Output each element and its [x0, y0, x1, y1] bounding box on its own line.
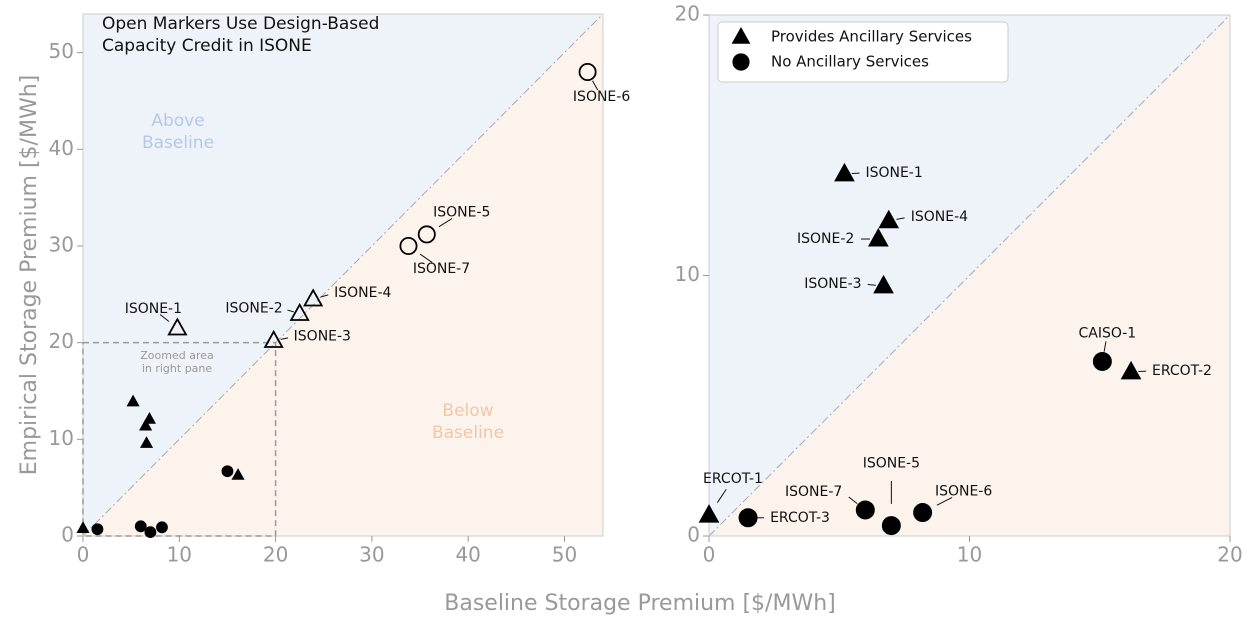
point-label: ERCOT-2: [1152, 363, 1212, 379]
annotation: Capacity Credit in ISONE: [102, 36, 312, 56]
point-label: ISONE-4: [334, 285, 391, 301]
y-tick-label: 0: [687, 523, 700, 547]
x-tick-label: 0: [703, 543, 716, 567]
point-label: ISONE-3: [804, 276, 861, 292]
above-label: Baseline: [142, 133, 214, 153]
triangle-marker: [1120, 360, 1142, 380]
below-label: Baseline: [432, 423, 504, 443]
legend-box: [717, 21, 1009, 83]
leader-line: [419, 253, 433, 263]
leader-line: [716, 488, 727, 503]
point-label: ISONE-4: [911, 209, 968, 225]
circle-marker: [134, 520, 147, 533]
leader-line: [1103, 341, 1107, 352]
y-tick-label: 10: [49, 426, 74, 450]
point-label: ERCOT-3: [770, 510, 830, 526]
y-tick-label: 40: [49, 136, 74, 160]
triangle-marker: [126, 394, 140, 407]
triangle-marker: [834, 162, 855, 182]
circle-marker: [221, 465, 234, 478]
x-tick-label: 10: [167, 543, 192, 567]
x-tick-label: 20: [263, 543, 288, 567]
zoom-box: [82, 341, 277, 537]
triangle-marker: [263, 329, 284, 348]
above-label: Above: [151, 111, 204, 131]
zoom-label: in right pane: [142, 362, 213, 375]
point-label: CAISO-1: [1078, 325, 1136, 341]
x-tick-label: 50: [552, 543, 577, 567]
triangle-marker: [303, 288, 324, 307]
leader-line: [592, 80, 599, 91]
triangle-marker: [167, 317, 188, 336]
circle-marker: [91, 523, 104, 536]
triangle-marker: [76, 521, 90, 533]
triangle-marker: [142, 412, 156, 424]
legend-label: No Ancillary Services: [771, 53, 929, 71]
circle-marker: [732, 53, 750, 71]
leader-line: [287, 309, 294, 313]
leader-line: [896, 217, 905, 220]
y-tick-label: 10: [675, 262, 700, 286]
circle-marker: [1092, 351, 1112, 371]
x-tick-label: 30: [359, 543, 384, 567]
point-label: ISONE-6: [935, 484, 992, 500]
circle-marker: [417, 225, 436, 244]
x-tick-label: 0: [77, 543, 90, 567]
below-label: Below: [442, 401, 493, 421]
y-axis-label: Empirical Storage Premium [$/MWh]: [17, 75, 42, 475]
leader-line: [848, 496, 858, 505]
leader-line: [867, 283, 876, 286]
triangle-marker: [140, 436, 154, 448]
circle-marker: [156, 521, 168, 534]
circle-marker: [578, 63, 597, 82]
point-label: ISONE-2: [225, 301, 282, 317]
y-tick-label: 20: [49, 329, 74, 353]
point-label: ISONE-3: [294, 329, 351, 345]
point-label: ISONE-5: [433, 204, 490, 220]
point-label: ISONE-5: [863, 456, 920, 472]
triangle-marker: [289, 302, 310, 321]
diagonal: [708, 14, 1231, 537]
triangle-marker: [698, 504, 720, 523]
y-tick-label: 50: [49, 39, 74, 63]
triangle-marker: [873, 274, 894, 294]
triangle-marker: [231, 468, 245, 480]
circle-marker: [399, 236, 418, 255]
leader-line: [280, 337, 289, 340]
leader-line: [159, 314, 170, 322]
leader-line: [438, 218, 453, 228]
point-label: ISONE-1: [865, 165, 922, 181]
x-axis-label: Baseline Storage Premium [$/MWh]: [444, 591, 835, 616]
y-tick-label: 20: [675, 2, 700, 26]
leader-line: [936, 496, 953, 506]
point-label: ISONE-7: [785, 484, 842, 500]
x-tick-label: 40: [455, 543, 480, 567]
zoom-label: Zoomed area: [140, 349, 214, 362]
circle-marker: [913, 503, 933, 523]
x-tick-label: 10: [957, 543, 982, 567]
circle-marker: [144, 526, 157, 539]
frame: [82, 13, 604, 537]
y-tick-label: 0: [61, 523, 74, 547]
triangle-marker: [867, 228, 889, 247]
circle-marker: [881, 516, 901, 536]
annotation: Open Markers Use Design-Based: [102, 14, 379, 34]
legend-label: Provides Ancillary Services: [771, 28, 972, 46]
circle-marker: [738, 508, 758, 528]
point-label: ERCOT-1: [703, 471, 763, 487]
leader-line: [320, 294, 329, 298]
point-label: ISONE-6: [573, 89, 630, 105]
circle-marker: [855, 500, 875, 520]
point-label: ISONE-2: [797, 231, 854, 247]
triangle-marker: [878, 209, 900, 229]
y-tick-label: 30: [49, 233, 74, 257]
point-label: ISONE-1: [125, 301, 182, 317]
diagonal: [82, 13, 604, 537]
x-tick-label: 20: [1217, 543, 1242, 567]
point-label: ISONE-7: [413, 261, 470, 277]
triangle-marker: [139, 418, 153, 431]
triangle-marker: [731, 26, 751, 44]
